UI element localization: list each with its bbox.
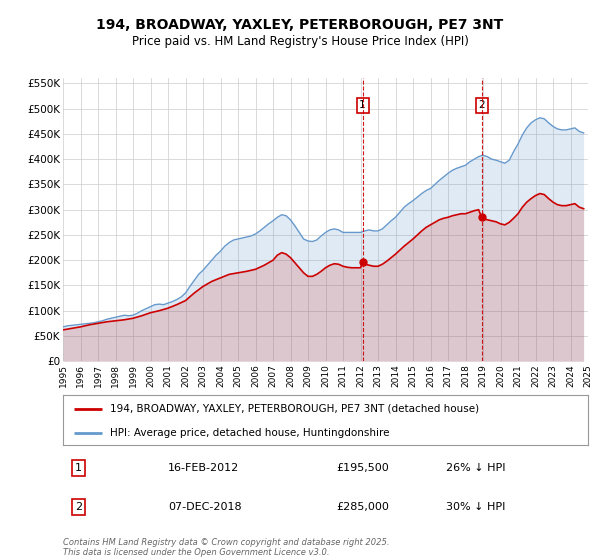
Text: Price paid vs. HM Land Registry's House Price Index (HPI): Price paid vs. HM Land Registry's House … — [131, 35, 469, 49]
Text: 2: 2 — [478, 100, 485, 110]
Text: 194, BROADWAY, YAXLEY, PETERBOROUGH, PE7 3NT: 194, BROADWAY, YAXLEY, PETERBOROUGH, PE7… — [97, 18, 503, 32]
Text: Contains HM Land Registry data © Crown copyright and database right 2025.
This d: Contains HM Land Registry data © Crown c… — [63, 538, 389, 557]
Text: 2: 2 — [75, 502, 82, 512]
Text: 26% ↓ HPI: 26% ↓ HPI — [446, 463, 506, 473]
Text: 194, BROADWAY, YAXLEY, PETERBOROUGH, PE7 3NT (detached house): 194, BROADWAY, YAXLEY, PETERBOROUGH, PE7… — [110, 404, 479, 414]
Text: 16-FEB-2012: 16-FEB-2012 — [168, 463, 239, 473]
Text: 1: 1 — [75, 463, 82, 473]
Text: £195,500: £195,500 — [336, 463, 389, 473]
Text: £285,000: £285,000 — [336, 502, 389, 512]
Text: HPI: Average price, detached house, Huntingdonshire: HPI: Average price, detached house, Hunt… — [110, 428, 390, 437]
Text: 1: 1 — [359, 100, 366, 110]
Text: 07-DEC-2018: 07-DEC-2018 — [168, 502, 242, 512]
Text: 30% ↓ HPI: 30% ↓ HPI — [446, 502, 506, 512]
